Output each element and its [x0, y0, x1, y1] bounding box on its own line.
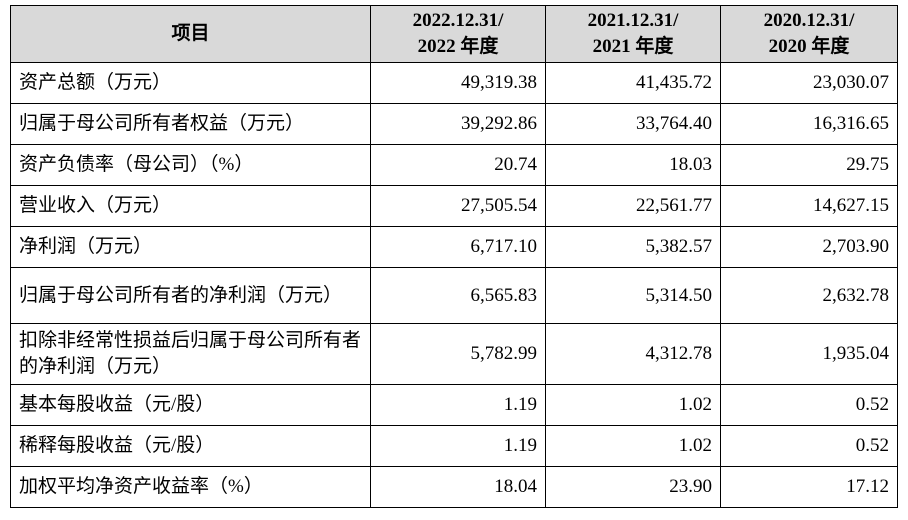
value-cell: 6,717.10: [370, 226, 546, 268]
value-cell: 0.52: [720, 384, 898, 426]
row-label: 稀释每股收益（元/股）: [10, 425, 371, 467]
value-cell: 0.52: [720, 425, 898, 467]
value-cell: 22,561.77: [545, 185, 721, 227]
header-row: 项目 2022.12.31/2022 年度 2021.12.31/2021 年度 20…: [10, 5, 898, 63]
value-cell: 5,314.50: [545, 267, 721, 324]
table-row: 基本每股收益（元/股） 1.19 1.02 0.52: [10, 384, 898, 426]
value-cell: 17.12: [720, 466, 898, 508]
value-cell: 4,312.78: [545, 323, 721, 385]
row-label: 扣除非经常性损益后归属于母公司所有者的净利润（万元）: [10, 323, 371, 385]
row-label: 归属于母公司所有者的净利润（万元）: [10, 267, 371, 324]
value-cell: 23,030.07: [720, 62, 898, 104]
header-text: 2020 年度: [768, 36, 850, 57]
value-cell: 41,435.72: [545, 62, 721, 104]
row-label: 营业收入（万元）: [10, 185, 371, 227]
table-row: 净利润（万元） 6,717.10 5,382.57 2,703.90: [10, 226, 898, 268]
row-label: 归属于母公司所有者权益（万元）: [10, 103, 371, 145]
header-cell: 项目: [10, 5, 371, 63]
header-text: 2020.12.31/: [763, 10, 855, 31]
header-text: 项目: [171, 23, 210, 44]
value-cell: 5,382.57: [545, 226, 721, 268]
value-cell: 16,316.65: [720, 103, 898, 145]
value-cell: 33,764.40: [545, 103, 721, 145]
row-label: 基本每股收益（元/股）: [10, 384, 371, 426]
row-label: 资产总额（万元）: [10, 62, 371, 104]
row-label: 加权平均净资产收益率（%）: [10, 466, 371, 508]
value-cell: 1.19: [370, 384, 546, 426]
value-cell: 2,632.78: [720, 267, 898, 324]
table-row: 扣除非经常性损益后归属于母公司所有者的净利润（万元） 5,782.99 4,312.…: [10, 323, 898, 385]
table-row: 资产总额（万元） 49,319.38 41,435.72 23,030.07: [10, 62, 898, 104]
value-cell: 29.75: [720, 144, 898, 186]
row-label: 资产负债率（母公司）（%）: [10, 144, 371, 186]
table-row: 加权平均净资产收益率（%） 18.04 23.90 17.12: [10, 466, 898, 508]
value-cell: 20.74: [370, 144, 546, 186]
table-row: 营业收入（万元） 27,505.54 22,561.77 14,627.15: [10, 185, 898, 227]
table-row: 稀释每股收益（元/股） 1.19 1.02 0.52: [10, 425, 898, 467]
table-row: 资产负债率（母公司）（%） 20.74 18.03 29.75: [10, 144, 898, 186]
row-label: 净利润（万元）: [10, 226, 371, 268]
header-text: 2021 年度: [592, 36, 674, 57]
value-cell: 6,565.83: [370, 267, 546, 324]
header-text: 2022.12.31/: [412, 10, 504, 31]
table-body: 资产总额（万元） 49,319.38 41,435.72 23,030.07 归属于母公…: [10, 62, 898, 508]
header-cell: 2022.12.31/2022 年度: [370, 5, 546, 63]
value-cell: 14,627.15: [720, 185, 898, 227]
header-text: 2021.12.31/: [587, 10, 679, 31]
value-cell: 1,935.04: [720, 323, 898, 385]
value-cell: 23.90: [545, 466, 721, 508]
value-cell: 1.02: [545, 384, 721, 426]
value-cell: 49,319.38: [370, 62, 546, 104]
table-row: 归属于母公司所有者的净利润（万元） 6,565.83 5,314.50 2,632.7…: [10, 267, 898, 324]
value-cell: 27,505.54: [370, 185, 546, 227]
value-cell: 2,703.90: [720, 226, 898, 268]
table-row: 归属于母公司所有者权益（万元） 39,292.86 33,764.40 16,316.…: [10, 103, 898, 145]
value-cell: 1.02: [545, 425, 721, 467]
value-cell: 18.04: [370, 466, 546, 508]
header-cell: 2020.12.31/2020 年度: [720, 5, 898, 63]
value-cell: 39,292.86: [370, 103, 546, 145]
financial-table: 项目 2022.12.31/2022 年度 2021.12.31/2021 年度 20…: [10, 5, 898, 508]
value-cell: 1.19: [370, 425, 546, 467]
value-cell: 18.03: [545, 144, 721, 186]
value-cell: 5,782.99: [370, 323, 546, 385]
header-text: 2022 年度: [417, 36, 499, 57]
header-cell: 2021.12.31/2021 年度: [545, 5, 721, 63]
